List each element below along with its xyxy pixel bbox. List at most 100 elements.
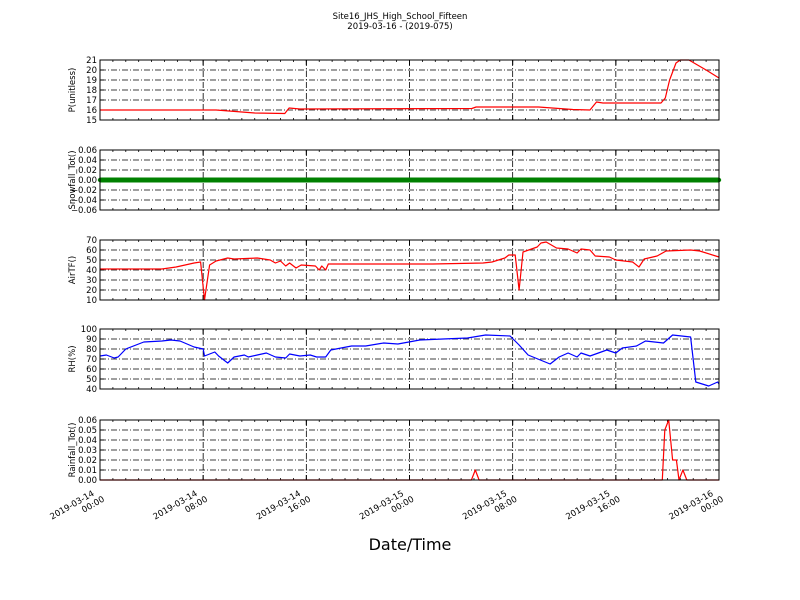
- y-tick-label: 60: [86, 246, 97, 256]
- series-marker: [497, 177, 502, 183]
- series-marker: [587, 177, 593, 183]
- series-marker: [268, 177, 274, 183]
- series-marker: [368, 177, 374, 183]
- series-marker: [159, 177, 164, 183]
- series-marker: [542, 177, 548, 183]
- series-marker: [130, 177, 135, 183]
- series-marker: [584, 177, 590, 183]
- series-marker: [642, 177, 648, 183]
- series-marker: [375, 177, 380, 183]
- series-marker: [171, 177, 177, 183]
- series-marker: [697, 177, 702, 183]
- series-marker: [416, 177, 422, 183]
- series-marker: [639, 177, 644, 183]
- x-tick-label: 2019-03-1516:00: [564, 486, 622, 531]
- series-marker: [226, 177, 232, 183]
- series-marker: [674, 177, 680, 183]
- y-tick-label: 0.01: [78, 466, 97, 476]
- series-marker: [184, 177, 190, 183]
- series-line: [100, 241, 720, 301]
- chart-title: Site16_JHS_High_School_Fifteen: [333, 12, 468, 22]
- y-tick-label: 17: [86, 96, 97, 106]
- axes-frame: [99, 59, 720, 121]
- series-marker: [665, 177, 670, 183]
- series-marker: [291, 177, 296, 183]
- series-marker: [365, 177, 370, 183]
- series-marker: [152, 177, 158, 183]
- y-tick-label: 0.02: [78, 456, 97, 466]
- series-marker: [426, 177, 432, 183]
- y-tick-label: 0.03: [78, 446, 97, 456]
- series-marker: [358, 177, 364, 183]
- series-marker: [471, 177, 477, 183]
- y-tick-label: 16: [86, 106, 97, 116]
- series-marker: [445, 177, 451, 183]
- y-tick-label: 20: [86, 66, 97, 76]
- series-marker: [117, 177, 122, 183]
- series-marker: [204, 177, 209, 183]
- series-marker: [691, 177, 696, 183]
- y-tick-label: −0.04: [71, 196, 97, 206]
- y-tick-label: 30: [86, 276, 97, 286]
- series-line: [99, 334, 720, 387]
- series-marker: [549, 177, 554, 183]
- series-marker: [552, 177, 557, 183]
- series-marker: [255, 177, 261, 183]
- series-marker: [101, 177, 106, 183]
- series-marker: [455, 177, 461, 183]
- y-tick-label: 0.02: [78, 166, 97, 176]
- series-marker: [571, 177, 577, 183]
- series-marker: [636, 177, 641, 183]
- series-marker: [113, 177, 119, 183]
- series-marker: [233, 177, 238, 183]
- y-tick-label: 0.05: [78, 426, 97, 436]
- series-marker: [632, 177, 638, 183]
- y-tick-label: 0.06: [78, 416, 97, 426]
- series-marker: [304, 177, 309, 183]
- series-marker: [442, 177, 448, 183]
- series-marker: [194, 177, 199, 183]
- series-marker: [175, 177, 180, 183]
- series-marker: [558, 177, 564, 183]
- series-marker: [484, 177, 490, 183]
- series-marker: [520, 177, 525, 183]
- series-marker: [310, 177, 315, 183]
- y-tick-label: 50: [86, 256, 97, 266]
- series-marker: [545, 177, 551, 183]
- series-marker: [687, 177, 693, 183]
- y-tick-label: 80: [86, 345, 97, 355]
- series-marker: [149, 177, 154, 183]
- series-marker: [465, 177, 470, 183]
- series-marker: [329, 177, 335, 183]
- series-marker: [178, 177, 183, 183]
- series-marker: [362, 177, 367, 183]
- series-marker: [142, 177, 148, 183]
- series-marker: [494, 177, 499, 183]
- y-tick-label: 40: [86, 266, 97, 276]
- series-marker: [694, 177, 699, 183]
- series-marker: [684, 177, 689, 183]
- series-marker: [413, 177, 419, 183]
- series-marker: [394, 177, 399, 183]
- axes-frame: [99, 239, 720, 301]
- series-marker: [107, 177, 112, 183]
- series-marker: [200, 177, 206, 183]
- series-marker: [410, 177, 415, 183]
- series-marker: [281, 177, 286, 183]
- series-marker: [300, 177, 306, 183]
- series-marker: [623, 177, 628, 183]
- series-marker: [220, 177, 225, 183]
- series-marker: [529, 177, 535, 183]
- y-tick-label: 10: [86, 296, 97, 306]
- series-marker: [407, 177, 412, 183]
- series-marker: [294, 177, 299, 183]
- series-marker: [197, 177, 203, 183]
- series-line: [100, 59, 720, 115]
- series-marker: [516, 177, 522, 183]
- x-tick-label: 2019-03-1400:00: [49, 486, 107, 531]
- series-marker: [391, 177, 396, 183]
- series-marker: [513, 177, 519, 183]
- series-marker: [481, 177, 486, 183]
